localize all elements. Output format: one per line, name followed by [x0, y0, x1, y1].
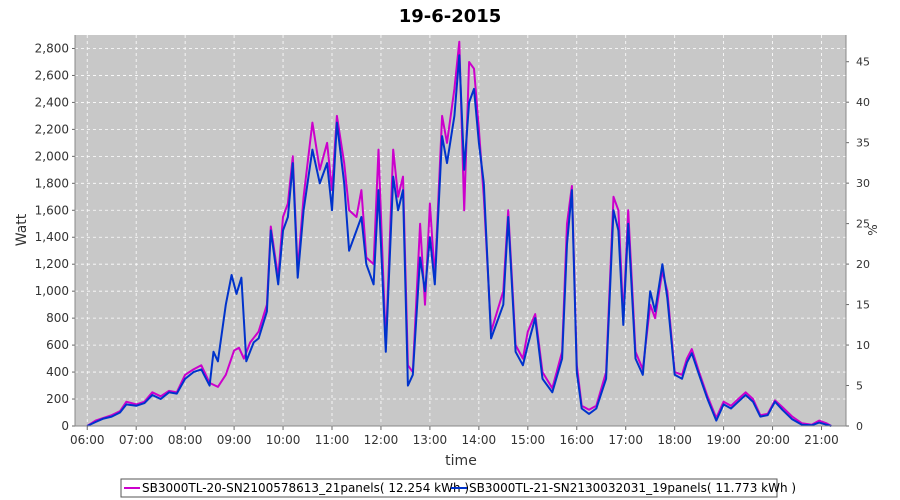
y2-tick-label: 30: [856, 177, 870, 190]
y2-tick-label: 25: [856, 218, 870, 231]
y2-tick-label: 20: [856, 258, 870, 271]
x-tick-label: 16:00: [559, 433, 594, 447]
y-tick-label: 1,200: [35, 257, 69, 271]
x-tick-label: 07:00: [119, 433, 154, 447]
y-tick-label: 2,800: [35, 41, 69, 55]
x-axis: 06:00 07:00 08:00 09:00 10:00 11:00 12:00 13:00…: [70, 425, 846, 447]
y-tick-label: 2,000: [35, 149, 69, 163]
y2-tick-label: 40: [856, 96, 870, 109]
y-tick-label: 200: [46, 392, 69, 406]
y-tick-label: 1,800: [35, 176, 69, 190]
x-tick-label: 20:00: [755, 433, 790, 447]
x-tick-label: 14:00: [462, 433, 497, 447]
y-tick-label: 0: [61, 419, 69, 433]
x-tick-label: 15:00: [511, 433, 546, 447]
x-tick-label: 12:00: [364, 433, 399, 447]
y-tick-label: 2,400: [35, 95, 69, 109]
y-tick-label: 2,600: [35, 68, 69, 82]
y-tick-label: 600: [46, 338, 69, 352]
y2-tick-label: 35: [856, 137, 870, 150]
x-tick-label: 19:00: [706, 433, 741, 447]
y2-axis: 0 5 10 15 20 25 30 35 40 45: [845, 35, 870, 433]
series-line-1: [86, 40, 832, 427]
y2-tick-label: 15: [856, 299, 870, 312]
x-tick-label: 11:00: [315, 433, 350, 447]
y-axis-title: Watt: [14, 213, 30, 246]
x-axis-title: time: [445, 453, 477, 469]
y2-tick-label: 45: [856, 56, 870, 69]
y-tick-label: 2,200: [35, 122, 69, 136]
x-tick-label: 08:00: [168, 433, 203, 447]
chart-title: 19-6-2015: [399, 6, 502, 27]
y2-tick-label: 10: [856, 339, 870, 352]
y-tick-label: 1,000: [35, 284, 69, 298]
legend-label-series-1: SB3000TL-20-SN2100578613_21panels( 12.25…: [142, 481, 469, 495]
x-tick-label: 10:00: [266, 433, 301, 447]
legend: SB3000TL-20-SN2100578613_21panels( 12.25…: [120, 478, 796, 498]
y-tick-label: 1,400: [35, 230, 69, 244]
x-tick-label: 13:00: [413, 433, 448, 447]
y2-tick-label: 5: [856, 380, 863, 393]
x-tick-label: 18:00: [657, 433, 692, 447]
legend-label-series-2: SB3000TL-21-SN2130032031_19panels( 11.77…: [469, 481, 796, 495]
y-axis: 0 200 400 600 800 1,000 1,200 1,400 1,600 1,800 2,…: [35, 35, 76, 433]
series-line-2: [86, 54, 832, 427]
y2-axis-title: %: [866, 224, 880, 235]
x-tick-label: 17:00: [608, 433, 643, 447]
x-tick-label: 06:00: [70, 433, 105, 447]
series-layer: [86, 40, 832, 427]
x-tick-label: 09:00: [217, 433, 252, 447]
y2-tick-label: 0: [856, 420, 863, 433]
y-tick-label: 1,600: [35, 203, 69, 217]
y-tick-label: 400: [46, 365, 69, 379]
x-tick-label: 21:00: [804, 433, 839, 447]
y-tick-label: 800: [46, 311, 69, 325]
legend-box: [120, 478, 778, 498]
